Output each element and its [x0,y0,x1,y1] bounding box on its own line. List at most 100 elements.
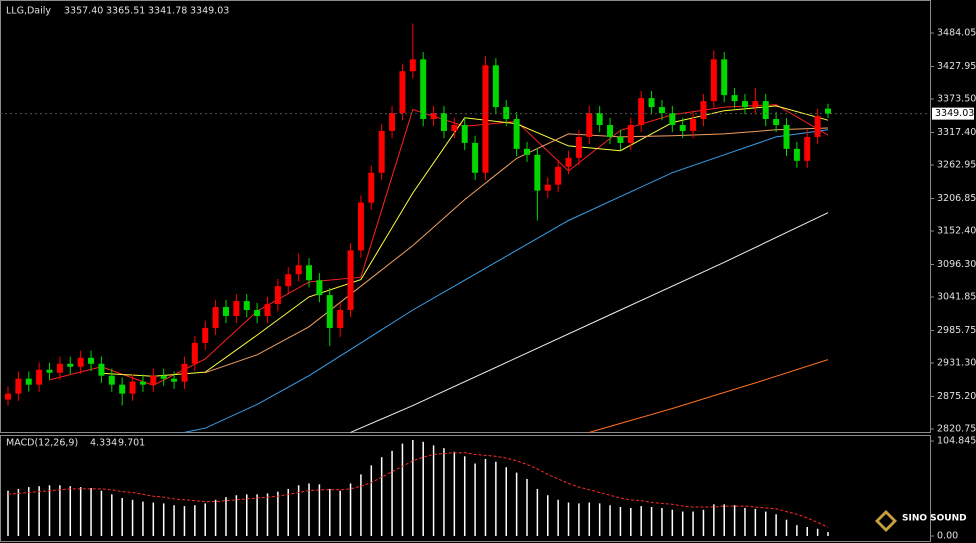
candle-body [254,310,261,317]
candle-body [119,384,126,394]
candle-body [690,119,697,131]
candle-body [202,327,209,343]
candle-body [638,98,645,125]
candle-body [492,65,499,108]
candle-body [316,280,323,296]
candle-body [181,363,188,382]
y-tick-label: 2820.75 [937,423,976,434]
candle-body [513,119,520,149]
candle-body [274,286,281,305]
candle-body [565,157,572,167]
candle-body [243,301,250,311]
candle-body [503,107,510,120]
candle-body [586,113,593,137]
y-tick-label: 3262.95 [937,160,976,171]
candle-body [25,378,32,385]
candle-body [607,124,614,137]
macd-panel-frame [0,435,931,542]
candle-body [544,184,551,191]
y-tick-label: 3484.05 [937,28,976,39]
candle-body [378,130,385,173]
candle-body [534,154,541,191]
candle-body [524,148,530,155]
candle-body [783,124,790,149]
last-price-box [932,107,974,120]
candle-body [326,295,333,328]
macd-hist-value: 4.334 [90,438,117,449]
candle-body [420,59,427,120]
candle-body [139,381,146,385]
macd-signal [7,452,829,528]
candle-body [399,71,406,114]
y-tick-label: 3317.40 [937,127,976,138]
candle-body [648,98,655,108]
moving-average [205,127,829,374]
logo-icon-inner [879,514,893,528]
moving-average [101,105,829,377]
candle-body [658,107,665,114]
logo-text: SINO SOUND [902,514,967,524]
candle-body [825,108,832,114]
candle-body [762,101,769,120]
y-tick-label: 3152.40 [937,226,976,237]
candle-body [191,342,198,364]
moving-average [184,129,829,433]
candle-body [804,136,811,161]
candle-body [306,265,313,281]
y-tick-label: 2875.20 [937,391,976,402]
candle-body [461,124,468,143]
candle-body [295,265,302,275]
y-tick-label: 104.845 [937,436,976,447]
price-panel-frame [0,0,931,433]
candle-body [472,142,479,173]
ohlc-open: 3357.40 [64,6,103,17]
candle-body [15,378,22,394]
header: LLG,Daily 3357.40 3365.51 3341.78 3349.0… [6,6,229,17]
candle-body [56,363,63,373]
candle-body [67,363,74,367]
candle-body [814,116,821,137]
macd-header: MACD(12,26,9) 4.334 9.701 [6,438,145,449]
candle-body [285,274,292,287]
candle-body [793,148,800,161]
last-price-label: 3349.03 [935,108,974,119]
candle-body [752,101,759,108]
candle-body [347,250,354,311]
y-tick-label: 3096.30 [937,259,976,270]
candle-body [710,59,717,102]
candle-body [5,393,11,400]
candle-body [555,166,562,185]
candle-body [160,375,167,379]
moving-average [350,212,829,433]
moving-average [589,359,829,433]
candle-body [669,113,676,125]
candle-body [596,113,603,125]
y-tick-label: 3206.85 [937,193,976,204]
candle-body [482,65,489,173]
y-tick-label: 0.00 [937,531,958,542]
candle-body [150,375,157,385]
candle-body [36,369,43,385]
ohlc-high: 3365.51 [106,6,145,17]
candle-body [679,124,686,131]
candle-body [233,301,240,317]
candle-body [77,357,84,367]
moving-average [49,104,829,386]
logo: SINO SOUND [875,510,967,532]
candle-body [773,119,780,125]
y-tick-label: 3427.95 [937,61,976,72]
candle-body [430,113,437,120]
candle-body [440,113,447,131]
candle-body [731,95,738,102]
candle-body [171,378,178,382]
ohlc-close: 3349.03 [190,6,229,17]
candle-body [46,369,53,373]
candle-body [357,202,364,251]
candle-body [88,357,95,364]
y-tick-label: 2931.30 [937,357,976,368]
candle-body [98,363,105,376]
y-tick-label: 3373.50 [937,94,976,105]
candle-body [451,124,458,131]
chart-title: LLG,Daily [6,6,51,17]
